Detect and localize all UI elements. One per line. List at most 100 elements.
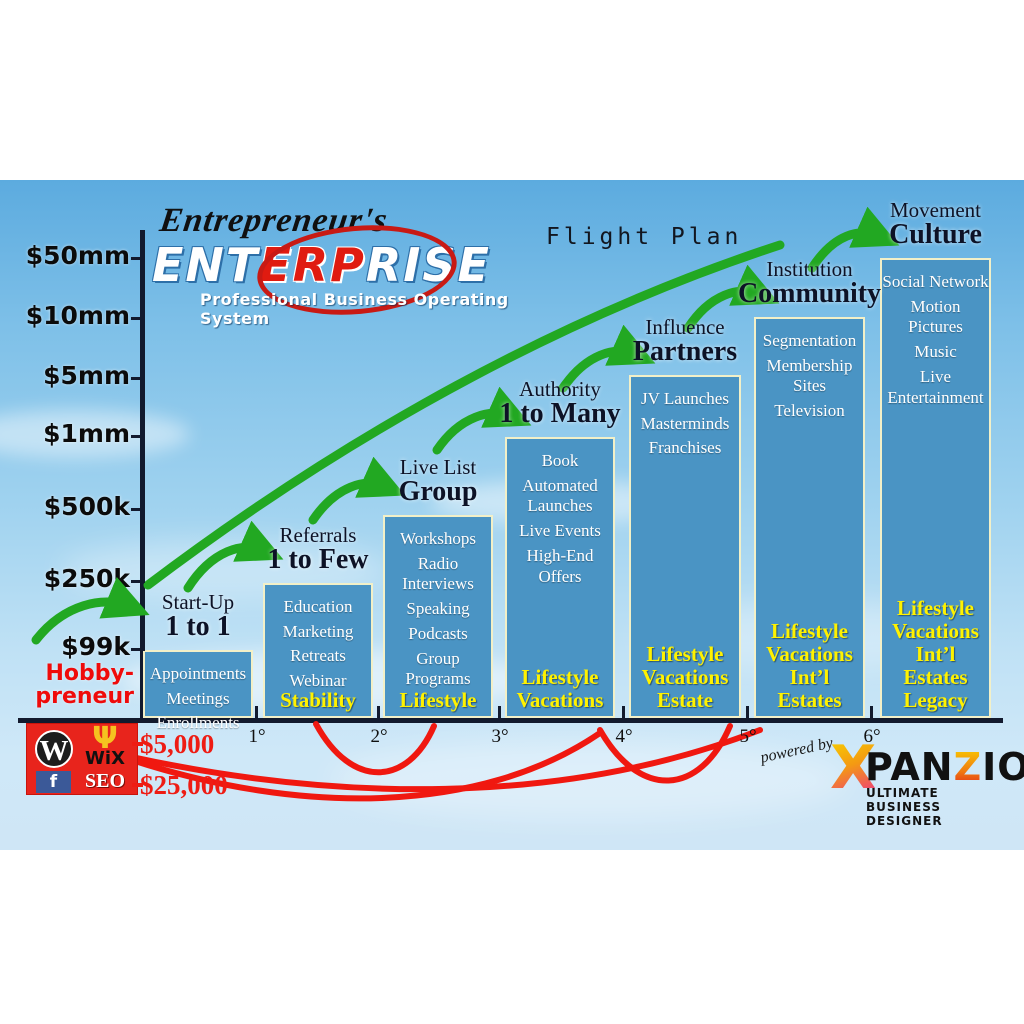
x-axis-label: 5°: [739, 726, 757, 747]
xpanzion-logo: powered by X PANZION ULTIMATE BUSINESS D…: [759, 735, 1024, 828]
y-axis-label: $10mm: [25, 301, 130, 330]
xpanzion-wordmark: PANZION: [865, 748, 1024, 786]
outcome-word: Vacations: [892, 618, 979, 643]
wix-mascot-glyph: Ψ: [92, 721, 118, 756]
stage-bar[interactable]: JV Launches Masterminds Franchises Lifestyl…: [629, 375, 741, 718]
hobbypreneur-label: Hobby- preneur: [4, 662, 134, 709]
stage-item: Segmentation: [762, 331, 857, 350]
x-axis-tick: [377, 706, 380, 720]
y-axis-tick: [131, 377, 145, 380]
stage-item-list: Appointments Meetings Enrollments: [145, 660, 251, 738]
stage-item-list: Segmentation Membership Sites Television: [756, 327, 863, 426]
x-axis-label: 4°: [615, 726, 633, 747]
stage-outcome-label: Stability: [265, 687, 371, 712]
stage-header-main: 1 to 1: [165, 611, 231, 643]
outcome-word: Lifestyle: [521, 664, 599, 689]
stage-header-sub: Live List: [399, 455, 477, 479]
wix-wordmark: WiX: [85, 748, 125, 769]
x-axis-line: [18, 718, 1003, 723]
stage-bar[interactable]: Social Network Motion Pictures Music Live E…: [880, 258, 991, 718]
stage-bar[interactable]: Workshops Radio Interviews Speaking Podcast…: [383, 515, 493, 718]
stage-header-main: Group: [398, 476, 478, 508]
stage-header: Influence Partners: [595, 316, 775, 368]
stage-header: Institution Community: [720, 257, 899, 310]
stage-item: Group Programs: [405, 648, 471, 689]
seo-logo-icon: SEO: [84, 770, 126, 792]
stage-header-sub: Institution: [766, 257, 853, 281]
cost-label-2: $25,000: [140, 770, 228, 800]
stage-item-list: Social Network Motion Pictures Music Live E…: [882, 268, 989, 412]
facebook-logo-icon: f: [36, 771, 71, 793]
stage-item: Webinar: [289, 671, 347, 691]
outcome-word: Stability: [280, 687, 356, 712]
x-axis-tick: [255, 706, 258, 720]
y-axis-tick: [131, 508, 145, 511]
stage-bar[interactable]: Book Automated Launches Live Events High-En…: [505, 437, 615, 718]
stage-item-list: JV Launches Masterminds Franchises: [631, 385, 739, 463]
stage-header-sub: Movement: [890, 198, 981, 222]
x-axis-label: 6°: [863, 726, 881, 747]
stage-item: Education: [283, 597, 353, 616]
stage-bar[interactable]: Education Marketing Retreats Webinar Stabili…: [263, 583, 373, 718]
cost-tick-2: [132, 783, 143, 787]
y-axis-label: $5mm: [43, 361, 130, 390]
stage-item: Live Entertainment: [887, 366, 984, 407]
cost-label-1: $5,000: [140, 729, 215, 759]
startup-cost-logo-box: W f Ψ WiX SEO: [26, 723, 138, 795]
outcome-word: Lifestyle: [897, 595, 974, 620]
stage-header-main: Partners: [632, 336, 738, 368]
y-axis-label: $1mm: [43, 419, 130, 448]
outcome-word: Int’l: [789, 664, 830, 689]
stage-item: Masterminds: [640, 413, 730, 433]
outcome-word: Lifestyle: [771, 618, 848, 643]
y-axis-label: $500k: [43, 492, 130, 521]
stage-item: Franchises: [648, 438, 722, 458]
y-axis-labels: $50mm $10mm $5mm $1mm $500k $250k $99k: [0, 0, 130, 720]
xpanzion-pan: PAN: [865, 745, 954, 789]
stage-header-sub: Start-Up: [161, 590, 235, 614]
stage-item: Appointments: [149, 664, 247, 683]
stage-outcome-label: Lifestyle Vacations Int’l Estates: [756, 618, 863, 712]
stage-item: Radio Interviews: [402, 553, 474, 594]
stage-outcome-label: Lifestyle Vacations Estate: [631, 641, 739, 712]
x-axis-label: 3°: [491, 726, 509, 747]
stage-header: Authority 1 to Many: [471, 378, 649, 429]
outcome-word: Int’l: [915, 641, 956, 666]
logo-word-ent: ENT: [152, 238, 260, 292]
x-axis-tick: [498, 706, 501, 720]
stage-item: JV Launches: [641, 389, 729, 408]
xpanzion-ion: ION: [982, 745, 1024, 789]
x-axis-label: 2°: [370, 726, 388, 747]
outcome-word: Vacations: [516, 687, 604, 712]
stage-item: Television: [774, 401, 845, 421]
stage-item-list: Book Automated Launches Live Events High-En…: [507, 447, 613, 591]
stage-item: Meetings: [166, 688, 230, 708]
stage-item: Workshops: [399, 529, 477, 548]
outcome-word: Vacations: [766, 641, 853, 666]
flight-plan-label: Flight Plan: [546, 224, 743, 250]
outcome-word: Lifestyle: [646, 641, 724, 666]
stage-item: Retreats: [290, 646, 346, 666]
x-axis-tick: [622, 706, 625, 720]
wix-logo-icon: Ψ WiX: [76, 721, 134, 770]
stage-item: Speaking: [406, 599, 470, 619]
logo-tagline: Professional Business Operating System: [200, 290, 509, 328]
stage-header: Movement Culture: [846, 198, 1024, 250]
stage-bar[interactable]: Segmentation Membership Sites Television Li…: [754, 317, 865, 718]
stage-item: Marketing: [282, 621, 354, 641]
stage-header: Live List Group: [349, 455, 527, 508]
stage-header-main: Community: [737, 278, 882, 310]
y-axis-tick: [131, 435, 145, 438]
stage-bar[interactable]: Appointments Meetings Enrollments: [143, 650, 253, 732]
stage-header: Start-Up 1 to 1: [109, 590, 287, 643]
stage-item: Live Events: [519, 521, 601, 541]
xpanzion-tagline: ULTIMATE BUSINESS DESIGNER: [866, 786, 943, 828]
stage-item-list: Workshops Radio Interviews Speaking Podcast…: [385, 525, 491, 694]
stage-item: Social Network: [882, 272, 989, 291]
y-axis-tick: [131, 257, 145, 260]
x-axis-label: 1°: [248, 726, 266, 747]
stage-item: Automated Launches: [522, 475, 598, 516]
stage-item: Membership Sites: [766, 355, 853, 396]
wordpress-logo-icon: W: [35, 730, 73, 768]
stage-item: Book: [541, 451, 579, 470]
